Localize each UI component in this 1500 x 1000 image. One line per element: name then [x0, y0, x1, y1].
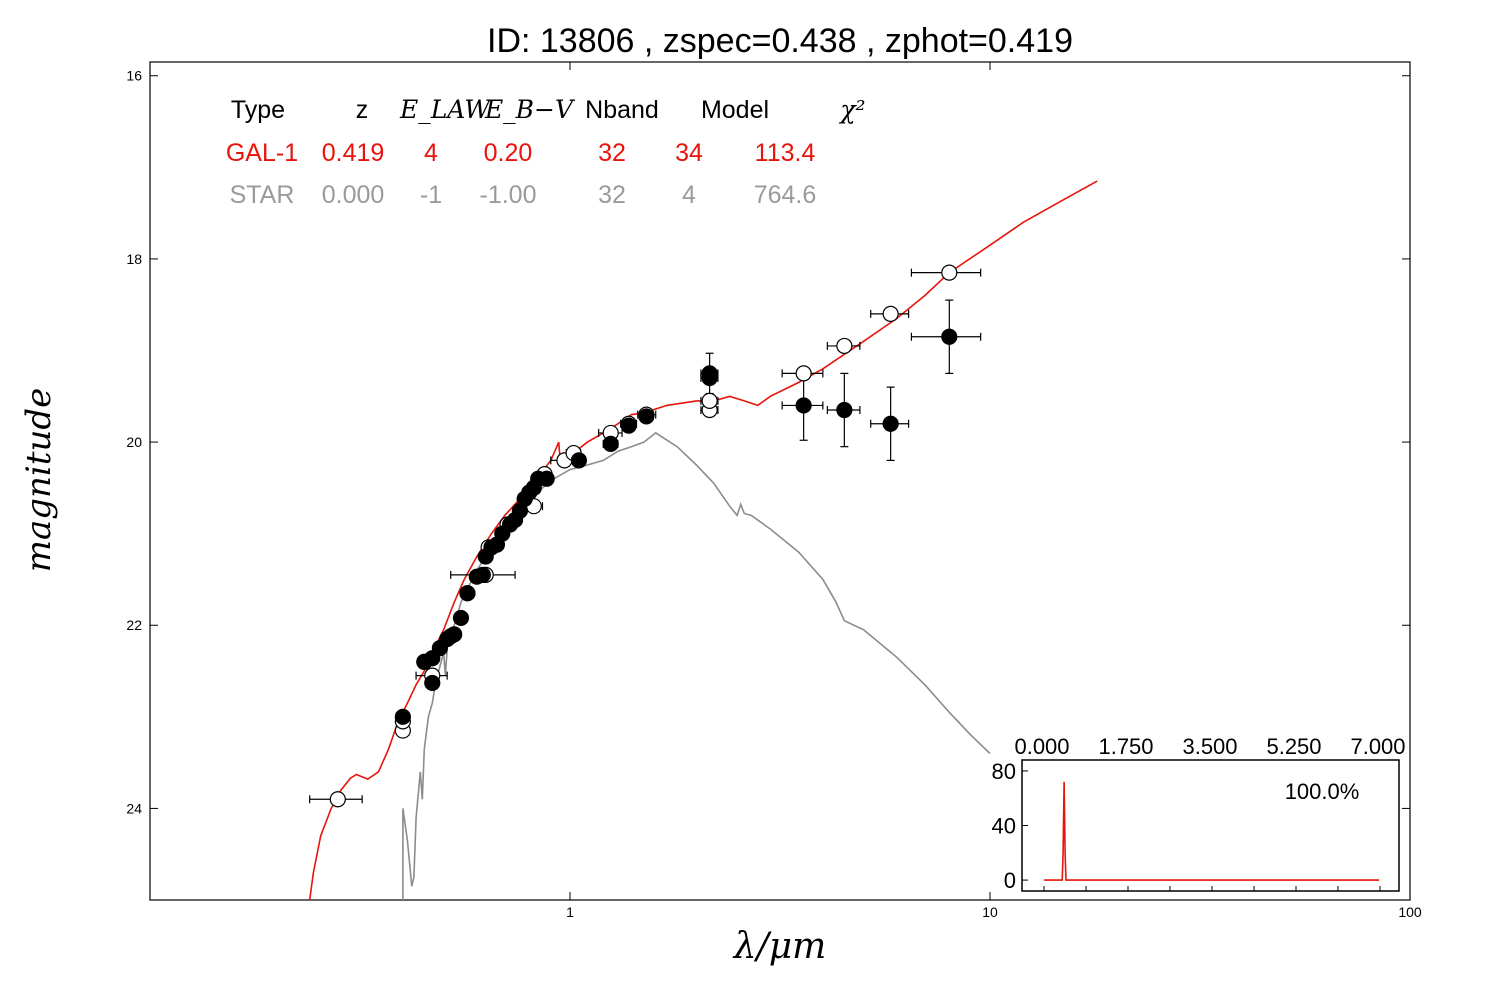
fit-table-cell: 32 [598, 139, 626, 167]
x-axis-label: λ/μm [732, 926, 826, 967]
observed-point [701, 369, 718, 387]
inset-probability-label: 100.0% [1285, 779, 1360, 804]
model-point [941, 264, 958, 281]
inset-x-tick-label: 0.000 [1014, 734, 1069, 759]
inset-pdz-line [1044, 781, 1379, 881]
header-nband: Nband [585, 96, 659, 124]
header-ebv: E_B−V [484, 95, 576, 124]
star-model-line [402, 431, 991, 900]
fit-table-cell: 113.4 [755, 139, 816, 167]
observed-point [394, 708, 411, 725]
x-tick-label: 1 [566, 904, 574, 920]
plot-frame [149, 61, 1411, 901]
model-curves [308, 180, 1098, 901]
model-point [329, 791, 346, 808]
header-elaw: E_LAW [399, 95, 492, 124]
model-point [701, 392, 718, 409]
inset-y-tick-label: 0 [1004, 868, 1016, 893]
fit-table-row: GAL-1 0.419 4 0.20 32 34 113.4 [226, 139, 816, 167]
fit-table-cell: STAR [230, 181, 295, 209]
fit-table-row: STAR 0.000 -1 -1.00 32 4 764.6 [230, 181, 817, 209]
inset-y-tick-label: 80 [992, 759, 1016, 784]
model-point [882, 305, 899, 322]
inset-frame [1021, 759, 1400, 892]
inset-y-tick-label: 40 [992, 814, 1016, 839]
header-model: Model [701, 96, 769, 124]
y-tick-label: 18 [126, 251, 142, 267]
observed-point [836, 401, 853, 419]
y-tick-label: 16 [126, 68, 142, 84]
fit-table-cell: 4 [424, 139, 438, 167]
header-z: z [356, 96, 369, 124]
inset-x-tick-label: 3.500 [1182, 734, 1237, 759]
model-point [795, 365, 812, 382]
y-axis: 16 18 20 22 24 [126, 68, 1410, 816]
y-tick-label: 20 [126, 434, 142, 450]
x-tick-label: 100 [1398, 904, 1422, 920]
fit-table-cell: 0.20 [484, 139, 533, 167]
observed-point [882, 415, 899, 432]
observed-point [638, 408, 655, 425]
fit-table-cell: 0.000 [322, 181, 385, 209]
y-tick-label: 24 [126, 800, 142, 816]
fit-table-cell: 4 [682, 181, 696, 209]
fit-table-cell: 32 [598, 181, 626, 209]
observed-point [795, 397, 812, 414]
photometry-points [329, 264, 958, 808]
x-axis: 1 10 100 [566, 62, 1422, 920]
observed-point [452, 609, 470, 627]
inset-x-tick-label: 5.250 [1266, 734, 1321, 759]
galaxy-model-line [308, 180, 1098, 901]
inset-x-tick-label: 7.000 [1350, 734, 1405, 759]
observed-point [620, 417, 637, 434]
observed-point [941, 328, 958, 345]
chart-title: ID: 13806 , zspec=0.438 , zphot=0.419 [487, 22, 1073, 60]
observed-point [538, 470, 555, 487]
header-type: Type [231, 96, 285, 124]
observed-point [446, 626, 463, 643]
fit-table-cell: GAL-1 [226, 139, 298, 167]
observed-point [602, 435, 619, 453]
fit-table-cell: -1.00 [480, 181, 537, 209]
observed-point [424, 674, 441, 692]
y-axis-label: magnitude [19, 388, 59, 573]
pdz-inset: 100.0% 0.000 1.750 3.500 5.250 7.000 80 40 0 [992, 734, 1406, 893]
fit-table-cell: 0.419 [322, 139, 385, 167]
x-tick-label: 10 [982, 904, 998, 920]
observed-point [474, 566, 491, 583]
observed-point [570, 452, 587, 469]
fit-table-cell: 764.6 [754, 181, 817, 209]
model-point [836, 337, 853, 355]
inset-x-tick-label: 1.750 [1098, 734, 1153, 759]
header-chi2: χ² [838, 95, 865, 124]
observed-point [459, 585, 476, 602]
fit-table-cell: 34 [675, 139, 703, 167]
y-tick-label: 22 [126, 617, 142, 633]
fit-table-cell: -1 [420, 181, 442, 209]
